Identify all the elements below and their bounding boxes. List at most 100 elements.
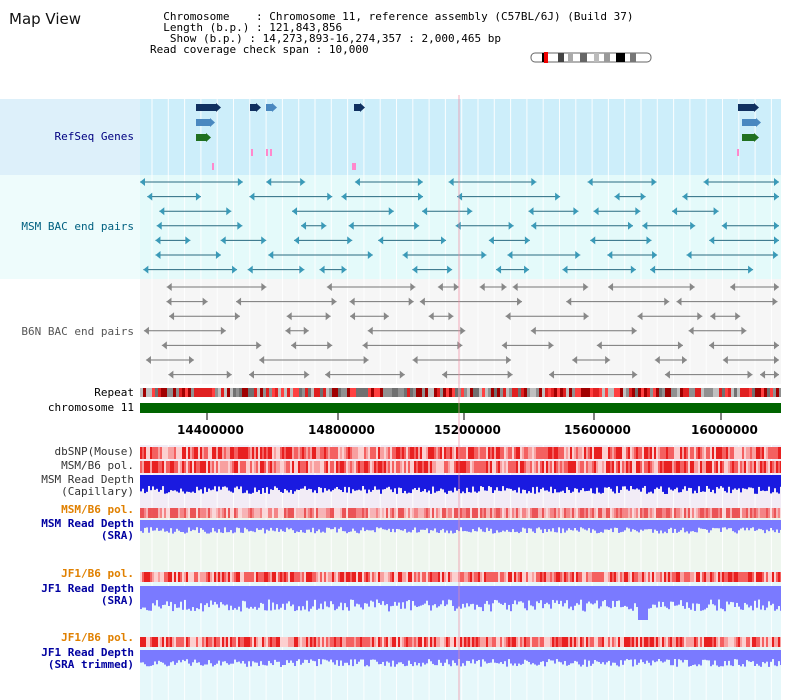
gene-arrow: [754, 103, 759, 112]
bac-end: [608, 283, 614, 291]
bac-end: [363, 356, 369, 364]
bac-end: [460, 326, 466, 335]
axis-tick-label: 14800000: [308, 423, 375, 437]
bac-end: [531, 221, 537, 230]
bac-end: [566, 297, 572, 306]
show-value: 14,273,893-16,274,357 : 2,000,465 bp: [262, 32, 502, 45]
bac-end: [505, 312, 511, 321]
bac-end: [189, 356, 195, 364]
gene-arrow: [256, 103, 261, 112]
bac-end: [304, 370, 310, 379]
bac-end: [774, 370, 779, 379]
bac-end: [676, 297, 682, 306]
repeat-track: [140, 388, 782, 397]
bac-end: [331, 297, 337, 306]
length-row: Length (b.p.) : 121,843,856: [163, 21, 343, 34]
bac-end: [555, 192, 561, 201]
bac-end: [635, 207, 641, 216]
bac-end: [646, 236, 652, 245]
length-label: Length (b.p.): [163, 21, 250, 34]
bac-end: [319, 265, 325, 274]
chromosome-info-panel: Chromosome : Chromosome 11, reference as…: [150, 11, 633, 55]
chromosome-label: Chromosome: [163, 10, 230, 23]
gene-arrow: [206, 133, 211, 142]
bac-end: [573, 207, 579, 216]
bac-end: [237, 178, 243, 186]
bac-end: [590, 236, 596, 245]
chromosome-ideogram[interactable]: [530, 52, 652, 64]
refseq-genes-track: [196, 103, 761, 170]
bac-end: [548, 341, 554, 350]
axis-tick-label: 15200000: [434, 423, 501, 437]
bac-end: [488, 236, 494, 245]
bac-end: [285, 326, 291, 335]
bac-end: [402, 251, 408, 259]
bac-end: [508, 221, 514, 230]
coverage-track: [140, 572, 782, 582]
bac-end: [713, 207, 719, 216]
chromosome-track-label: chromosome 11: [47, 401, 134, 414]
bac-end: [417, 178, 423, 186]
bac-end: [303, 326, 309, 335]
chromosome-bar-fill: [140, 403, 781, 413]
span-value: 10,000: [328, 43, 369, 56]
gene-arrow: [756, 118, 761, 127]
bac-end: [156, 221, 162, 230]
coverage-track: [140, 586, 782, 620]
coverage-track-label: dbSNP(Mouse): [54, 445, 134, 458]
bac-end: [637, 312, 643, 321]
coverage-track-label: MSM/B6 pol.: [61, 503, 134, 516]
bac-end: [259, 356, 265, 364]
bac-end: [651, 178, 657, 186]
bac-end: [772, 297, 778, 306]
coverage-track-label: JF1/B6 pol.: [61, 567, 134, 580]
coverage-track-label: JF1/B6 pol.: [61, 631, 134, 644]
coverage-track: [140, 520, 782, 534]
length-value: 121,843,856: [269, 21, 343, 34]
refseq-gene: [196, 104, 216, 111]
refseq-exon: [270, 149, 272, 156]
b6n-bac-track: [143, 283, 779, 379]
bac-end: [388, 207, 394, 216]
bac-end: [524, 265, 530, 274]
bac-end: [226, 207, 232, 216]
bac-end: [549, 370, 555, 379]
show-row: Show (b.p.) : 14,273,893-16,274,357 : 2,…: [169, 32, 502, 45]
bac-end: [441, 236, 447, 245]
bac-end: [650, 265, 656, 274]
bac-end: [291, 341, 297, 350]
bac-end: [301, 221, 307, 230]
bac-end: [721, 221, 727, 230]
coverage-track: [140, 637, 782, 647]
refseq-exon: [212, 163, 214, 170]
chromosome-value: Chromosome 11, reference assembly (C57BL…: [269, 10, 634, 23]
bac-end: [327, 341, 333, 350]
bac-end: [682, 356, 688, 364]
bac-end: [507, 370, 513, 379]
bac-end: [689, 283, 695, 291]
bac-end: [467, 207, 473, 216]
refseq-gene: [742, 119, 756, 126]
bac-end: [572, 356, 578, 364]
axis-tick-label: 14400000: [177, 423, 244, 437]
bac-end: [202, 297, 208, 306]
bac-end: [437, 283, 443, 291]
axis-tick-label: 15600000: [564, 423, 631, 437]
chromosome-row: Chromosome : Chromosome 11, reference as…: [163, 10, 634, 23]
bac-end: [261, 236, 267, 245]
bac-end: [412, 356, 418, 364]
bac-end: [524, 236, 530, 245]
gene-arrow: [210, 118, 215, 127]
bac-end: [593, 207, 599, 216]
bac-end: [159, 207, 165, 216]
bac-end: [195, 192, 201, 201]
bac-end: [773, 251, 779, 259]
bac-end: [419, 297, 425, 306]
bac-end: [414, 221, 420, 230]
bac-end: [327, 192, 333, 201]
bac-end: [774, 356, 779, 364]
bac-end: [321, 221, 327, 230]
bac-end: [607, 251, 613, 259]
bac-end: [506, 356, 512, 364]
